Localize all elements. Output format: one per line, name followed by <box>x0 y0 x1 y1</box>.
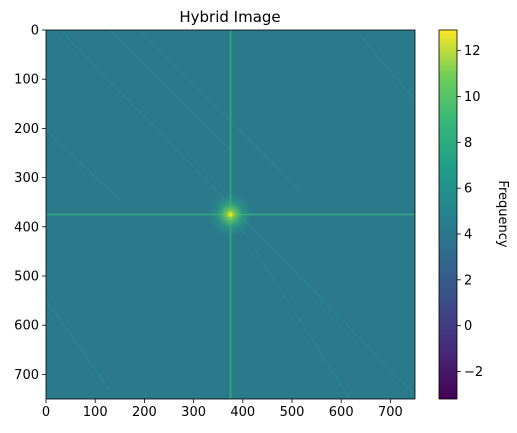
chart-title: Hybrid Image <box>179 8 280 26</box>
y-tick-label: 700 <box>14 368 39 383</box>
colorbar <box>439 30 457 399</box>
x-tick-label: 300 <box>181 405 206 420</box>
y-tick-label: 400 <box>14 220 39 235</box>
colorbar-tick-label: 10 <box>464 90 481 105</box>
x-tick-label: 400 <box>230 405 255 420</box>
x-tick-label: 200 <box>132 405 157 420</box>
y-tick-label: 200 <box>14 122 39 137</box>
heatmap-image <box>46 30 415 399</box>
colorbar-tick-label: 12 <box>464 44 481 59</box>
x-tick-label: 700 <box>378 405 403 420</box>
x-tick-label: 0 <box>42 405 50 420</box>
y-tick-label: 0 <box>31 24 39 39</box>
colorbar-tick-label: 6 <box>464 182 472 197</box>
colorbar-label: Frequency <box>495 180 510 247</box>
colorbar-tick-label: −2 <box>464 365 483 380</box>
colorbar-ticks: −2 0 2 4 6 8 10 12 <box>457 44 483 380</box>
x-tick-label: 600 <box>329 405 354 420</box>
colorbar-tick-label: 0 <box>464 319 472 334</box>
colorbar-tick-label: 4 <box>464 227 472 242</box>
x-axis-ticks: 0 100 200 300 400 500 600 700 <box>42 399 403 420</box>
y-tick-label: 600 <box>14 319 39 334</box>
y-tick-label: 300 <box>14 171 39 186</box>
center-peak <box>228 212 232 216</box>
y-tick-label: 500 <box>14 270 39 285</box>
x-tick-label: 100 <box>83 405 108 420</box>
colorbar-tick-label: 2 <box>464 273 472 288</box>
colorbar-tick-label: 8 <box>464 136 472 151</box>
x-tick-label: 500 <box>280 405 305 420</box>
y-tick-label: 100 <box>14 73 39 88</box>
y-axis-ticks: 0 100 200 300 400 500 600 700 <box>14 24 46 383</box>
